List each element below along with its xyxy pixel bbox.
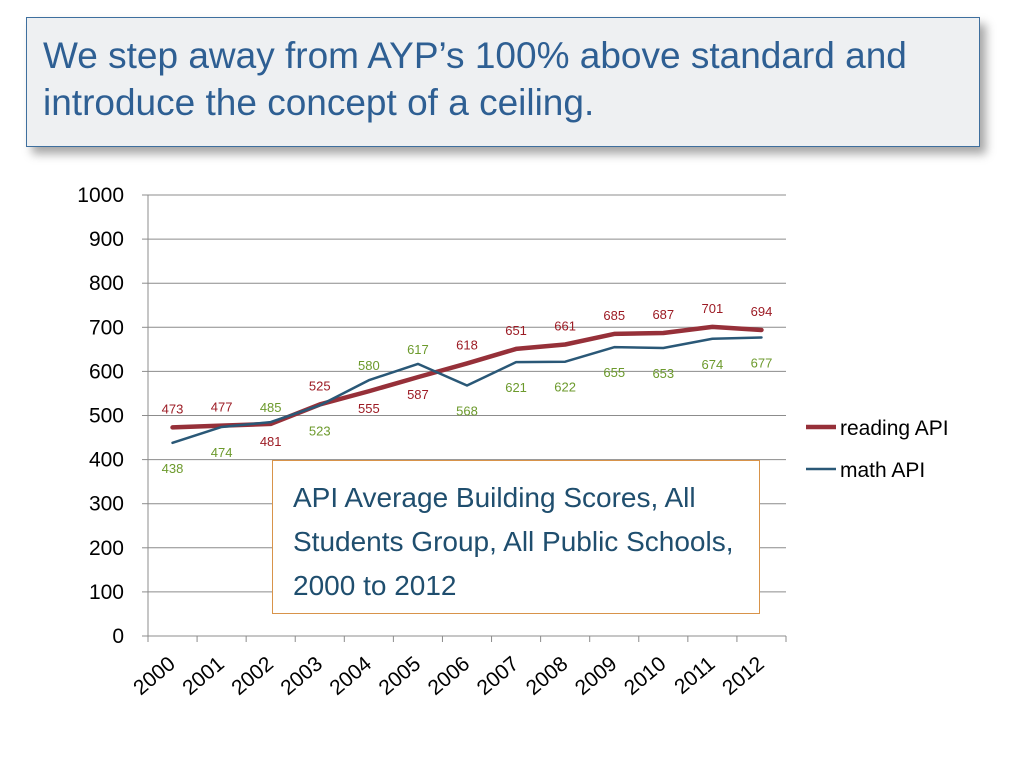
x-tick-label: 2002	[227, 652, 278, 700]
x-tick-label: 2003	[276, 652, 327, 700]
y-tick-label: 200	[89, 537, 124, 560]
series-line-reading	[170, 324, 764, 430]
y-tick-label: 900	[89, 228, 124, 251]
chart-note-text: API Average Building Scores, All Student…	[293, 482, 734, 601]
legend-label-math: math API	[840, 459, 925, 482]
data-label-math: 438	[162, 461, 184, 476]
x-tick-label: 2008	[522, 652, 573, 700]
data-label-reading: 481	[260, 434, 282, 449]
slide-title: We step away from AYP’s 100% above stand…	[43, 35, 907, 123]
data-label-math: 622	[554, 380, 576, 395]
series-line-math	[171, 336, 763, 445]
data-label-math: 568	[456, 404, 478, 419]
x-tick-label: 2004	[325, 652, 376, 700]
data-label-reading: 661	[554, 318, 576, 333]
data-label-math: 653	[652, 366, 674, 381]
chart-note-box: API Average Building Scores, All Student…	[272, 460, 760, 614]
data-label-reading: 685	[603, 308, 625, 323]
data-label-math: 674	[702, 357, 724, 372]
y-tick-label: 0	[112, 625, 124, 648]
y-tick-label: 400	[89, 449, 124, 472]
y-tick-label: 100	[89, 581, 124, 604]
data-labels: 473 438 477 474 481 485 525 523 555 580 587 617 618 5…	[162, 301, 773, 476]
data-label-math: 677	[751, 355, 773, 370]
data-label-reading: 473	[162, 401, 184, 416]
data-label-reading: 701	[702, 301, 724, 316]
x-tick-label: 2007	[473, 652, 524, 700]
x-tick-label: 2011	[670, 652, 719, 699]
x-tick-label: 2009	[571, 652, 622, 700]
data-label-reading: 477	[211, 400, 233, 415]
data-label-reading: 525	[309, 378, 331, 393]
legend: reading API math API	[806, 417, 949, 482]
y-tick-label: 300	[89, 493, 124, 516]
y-tick-label: 600	[89, 360, 124, 383]
axes	[142, 194, 787, 642]
y-tick-label: 500	[89, 405, 124, 428]
x-tick-label: 2010	[620, 652, 671, 700]
y-tick-label: 700	[89, 316, 124, 339]
legend-label-reading: reading API	[840, 417, 949, 440]
x-tick-label: 2001	[178, 652, 229, 700]
x-tick-label: 2006	[424, 652, 475, 700]
x-tick-labels: 2000200120022003200420052006200720082009…	[129, 652, 768, 700]
data-label-reading: 587	[407, 387, 429, 402]
x-tick-label: 2012	[718, 652, 769, 700]
data-label-reading: 651	[505, 323, 527, 338]
data-label-math: 655	[603, 365, 625, 380]
data-label-reading: 618	[456, 337, 478, 352]
data-label-math: 523	[309, 423, 331, 438]
series-lines	[170, 324, 764, 445]
data-label-reading: 694	[751, 304, 773, 319]
title-box: We step away from AYP’s 100% above stand…	[26, 17, 980, 147]
data-label-reading: 555	[358, 401, 380, 416]
x-tick-label: 2005	[375, 652, 426, 700]
data-label-math: 617	[407, 342, 429, 357]
data-label-math: 474	[211, 445, 233, 460]
y-tick-labels: 0 100 200 300 400 500 600 700 800 900 1000	[77, 184, 124, 648]
data-label-math: 621	[505, 380, 527, 395]
y-tick-label: 1000	[77, 184, 124, 207]
data-label-math: 485	[260, 400, 282, 415]
data-label-reading: 687	[652, 307, 674, 322]
data-label-math: 580	[358, 358, 380, 373]
y-tick-label: 800	[89, 272, 124, 295]
x-tick-label: 2000	[129, 652, 180, 700]
